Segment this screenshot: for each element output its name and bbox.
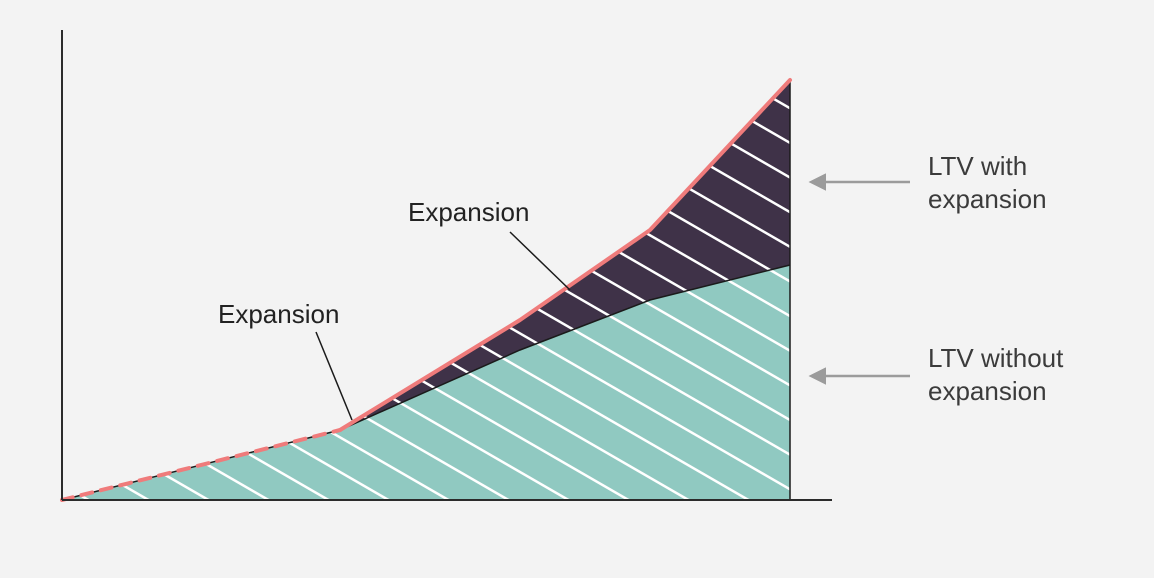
expansion-label-upper: Expansion: [408, 196, 529, 229]
ltv-expansion-chart: [0, 0, 1154, 578]
callout-line1: LTV with: [928, 151, 1027, 181]
callout-ltv-without-expansion: LTV without expansion: [928, 342, 1063, 407]
callout-line1: LTV without: [928, 343, 1063, 373]
callout-line2: expansion: [928, 376, 1047, 406]
expansion-label-lower: Expansion: [218, 298, 339, 331]
chart-container: Expansion Expansion LTV with expansion L…: [0, 0, 1154, 578]
callout-ltv-with-expansion: LTV with expansion: [928, 150, 1047, 215]
callout-line2: expansion: [928, 184, 1047, 214]
